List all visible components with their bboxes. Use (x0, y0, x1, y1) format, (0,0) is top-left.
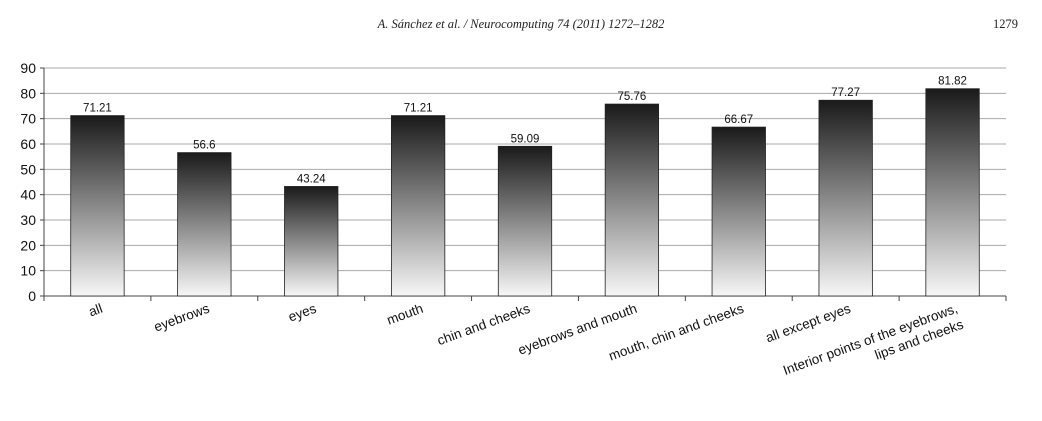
data-label: 71.21 (83, 103, 112, 115)
running-head: A. Sánchez et al. / Neurocomputing 74 (2… (377, 17, 665, 31)
page-header: A. Sánchez et al. / Neurocomputing 74 (2… (0, 0, 1042, 36)
bar (711, 126, 766, 297)
x-category-label: mouth (385, 301, 425, 328)
y-tick-label: 90 (20, 60, 36, 76)
y-tick-label: 40 (20, 187, 36, 203)
data-label: 56.6 (193, 140, 215, 152)
bar (818, 99, 873, 297)
bar (925, 88, 980, 297)
x-category-label-line: mouth (385, 301, 425, 328)
y-tick-label: 80 (20, 85, 36, 101)
x-category-label-line: all except eyes (764, 301, 853, 346)
data-label: 77.27 (831, 87, 860, 99)
x-category-label: eyes (286, 301, 318, 325)
data-label: 71.21 (404, 103, 433, 115)
x-category-label: all except eyes (764, 301, 853, 346)
x-category-label-line: chin and cheeks (435, 301, 532, 349)
y-tick-label: 70 (20, 111, 36, 127)
y-tick-label: 50 (20, 161, 36, 177)
bar (497, 145, 553, 297)
x-category-label-line: eyes (286, 301, 318, 325)
data-label: 59.09 (511, 133, 540, 145)
data-label: 81.82 (938, 76, 967, 88)
bar (604, 103, 660, 297)
data-label: 66.67 (724, 114, 753, 126)
x-category-label: chin and cheeks (435, 301, 532, 349)
x-category-label-line: all (87, 301, 105, 320)
bar (177, 152, 232, 297)
page-number: 1279 (993, 17, 1018, 31)
y-tick-label: 10 (20, 263, 36, 279)
y-tick-label: 60 (20, 136, 36, 152)
y-tick-label: 20 (20, 237, 36, 253)
x-category-label: all (87, 301, 105, 320)
data-label: 75.76 (617, 91, 646, 103)
y-tick-label: 0 (28, 288, 36, 304)
bar (390, 115, 446, 297)
y-tick-label: 30 (20, 212, 36, 228)
bar (70, 115, 125, 297)
x-category-label: eyebrows (152, 301, 212, 335)
bar (284, 186, 339, 297)
data-label: 43.24 (297, 173, 326, 185)
x-category-label-line: eyebrows (152, 301, 212, 335)
